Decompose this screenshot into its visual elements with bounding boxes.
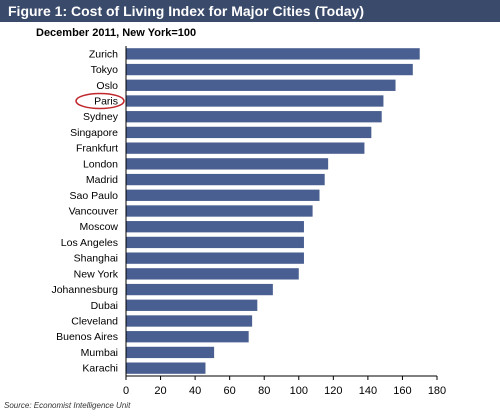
x-tick-label: 120 [324,385,342,397]
x-tick-label: 140 [359,385,377,397]
highlight-ring [75,92,125,110]
bar-vancouver [126,205,313,217]
bar-new-york [126,268,299,280]
category-label-sao-paulo: Sao Paulo [70,190,119,202]
category-label-johannesburg: Johannesburg [51,284,118,296]
category-label-los-angeles: Los Angeles [61,237,118,249]
x-tick-label: 20 [154,385,166,397]
bar-singapore [126,126,372,139]
bar-mumbai [126,346,215,359]
source-note: Source: Economist Intelligence Unit [4,401,131,410]
category-label-dubai: Dubai [91,300,118,312]
category-label-zurich: Zurich [89,48,118,60]
bar-los-angeles [126,236,304,249]
category-label-paris: Paris [94,96,118,108]
category-label-karachi: Karachi [82,363,118,375]
x-tick-label: 180 [428,385,446,397]
category-label-cleveland: Cleveland [71,316,118,328]
x-tick-label: 160 [393,385,411,397]
bar-madrid [126,173,325,186]
chart-subtitle: December 2011, New York=100 [36,27,197,39]
bar-karachi [126,362,206,374]
category-label-singapore: Singapore [70,127,118,139]
x-tick-label: 0 [123,385,129,397]
chart-title: Figure 1: Cost of Living Index for Major… [8,3,364,19]
x-tick-label: 40 [189,385,201,397]
bar-frankfurt [126,142,365,154]
category-label-moscow: Moscow [79,221,118,233]
category-label-london: London [83,158,118,170]
bar-shanghai [126,252,304,264]
category-label-frankfurt: Frankfurt [76,143,118,155]
bar-zurich [126,48,420,60]
x-tick-label: 80 [258,385,270,397]
bar-moscow [126,221,304,233]
bar-paris [126,95,384,107]
category-label-madrid: Madrid [86,174,118,186]
bar-sao-paulo [126,189,320,201]
category-label-shanghai: Shanghai [74,253,118,265]
bar-buenos-aires [126,331,249,343]
category-label-sydney: Sydney [83,111,119,123]
bar-sydney [126,111,382,123]
bar-johannesburg [126,283,273,296]
category-label-oslo: Oslo [96,80,118,92]
category-label-buenos-aires: Buenos Aires [56,331,118,343]
title-bar: Figure 1: Cost of Living Index for Major… [0,0,500,22]
category-label-tokyo: Tokyo [91,64,119,76]
bar-oslo [126,79,396,91]
bar-tokyo [126,63,413,76]
category-label-vancouver: Vancouver [69,206,119,218]
bar-london [126,158,329,170]
category-label-mumbai: Mumbai [81,347,118,359]
bar-dubai [126,299,258,311]
bar-cleveland [126,315,253,327]
category-label-new-york: New York [74,268,119,280]
x-tick-label: 100 [290,385,308,397]
x-tick-label: 60 [224,385,236,397]
